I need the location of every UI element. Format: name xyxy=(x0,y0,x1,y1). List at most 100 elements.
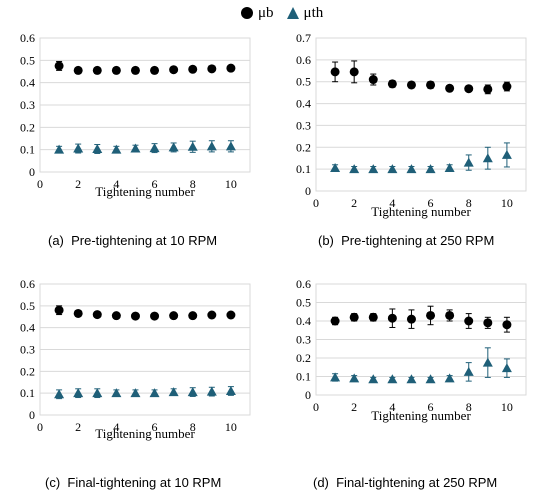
data-point-mu-th xyxy=(349,373,360,383)
data-point-mu-th xyxy=(225,141,236,151)
x-tick-label: 0 xyxy=(37,177,43,191)
data-point-mu-b xyxy=(426,80,436,90)
caption-b: (b) Pre-tightening at 250 RPM xyxy=(318,233,495,248)
x-tick-label: 2 xyxy=(351,400,357,414)
x-tick-label: 10 xyxy=(501,196,513,210)
data-point-mu-th xyxy=(330,163,341,173)
x-tick-label: 4 xyxy=(113,420,119,434)
data-point-mu-b xyxy=(464,316,474,326)
data-point-mu-b xyxy=(464,84,474,94)
x-tick-label: 2 xyxy=(75,420,81,434)
legend-label-mu-b: μb xyxy=(258,4,274,21)
data-point-mu-th xyxy=(406,374,417,384)
data-point-mu-th xyxy=(111,144,122,154)
data-point-mu-b xyxy=(387,79,397,89)
x-tick-label: 4 xyxy=(113,177,119,191)
y-tick-label: 0.3 xyxy=(296,333,311,347)
y-tick-label: 0.2 xyxy=(20,364,35,378)
data-point-mu-b xyxy=(54,61,64,71)
x-tick-label: 0 xyxy=(313,400,319,414)
data-point-mu-th xyxy=(225,385,236,395)
data-point-mu-b xyxy=(330,316,340,326)
data-point-mu-b xyxy=(130,65,140,75)
y-tick-label: 0 xyxy=(305,184,311,198)
y-tick-label: 0.4 xyxy=(296,314,311,328)
x-tick-label: 6 xyxy=(428,400,434,414)
chart-b-svg: 0 0.1 0.2 0.3 0.4 0.5 0.6 0.7 0 2 4 6 8 10 Tightening … xyxy=(296,31,527,219)
y-tick-label: 0.1 xyxy=(20,143,35,157)
caption-c: (c) Final-tightening at 10 RPM xyxy=(45,475,222,490)
data-point-mu-b xyxy=(387,313,397,323)
y-tick-label: 0.3 xyxy=(20,343,35,357)
x-tick-label: 6 xyxy=(152,177,158,191)
data-point-mu-b xyxy=(54,305,64,315)
y-tick-label: 0.3 xyxy=(20,98,35,112)
y-tick-label: 0.5 xyxy=(20,299,35,313)
y-tick-label: 0.4 xyxy=(20,76,35,90)
x-axis-label: Tightening number xyxy=(95,426,195,441)
y-tick-label: 0.5 xyxy=(296,296,311,310)
data-point-mu-th xyxy=(501,149,512,159)
y-tick-label: 0.6 xyxy=(296,277,311,291)
data-point-mu-th xyxy=(349,164,360,174)
data-point-mu-b xyxy=(150,311,160,321)
y-tick-label: 0.6 xyxy=(20,277,35,291)
y-tick-label: 0.3 xyxy=(296,118,311,132)
y-tick-label: 0 xyxy=(305,388,311,402)
data-point-mu-th xyxy=(168,387,179,397)
data-point-mu-th xyxy=(73,388,84,398)
x-tick-label: 2 xyxy=(75,177,81,191)
x-tick-label: 8 xyxy=(190,177,196,191)
data-point-mu-th xyxy=(444,373,455,383)
x-tick-label: 10 xyxy=(501,400,513,414)
legend-item-mu-b: μb xyxy=(240,5,274,22)
data-point-mu-th xyxy=(387,374,398,384)
data-point-mu-b xyxy=(92,65,102,75)
data-point-mu-b xyxy=(207,64,217,74)
data-point-mu-th xyxy=(482,153,493,163)
chart-panel-b: 0 0.1 0.2 0.3 0.4 0.5 0.6 0.7 0 2 4 6 8 10 Tightening … xyxy=(278,24,543,224)
y-tick-label: 0.6 xyxy=(296,53,311,67)
x-axis-label: Tightening number xyxy=(371,408,471,423)
data-point-mu-th xyxy=(368,164,379,174)
y-tick-label: 0.7 xyxy=(296,31,311,45)
x-axis-label: Tightening number xyxy=(371,204,471,219)
data-point-mu-b xyxy=(111,311,121,321)
data-point-mu-th xyxy=(330,372,341,382)
x-tick-label: 8 xyxy=(466,196,472,210)
data-point-mu-b xyxy=(349,312,359,322)
data-point-mu-b xyxy=(73,308,83,318)
chart-c-svg: 0 0.1 0.2 0.3 0.4 0.5 0.6 0 2 4 6 8 10 Tightening num… xyxy=(20,277,251,441)
data-point-mu-th xyxy=(463,157,474,167)
triangle-marker-icon xyxy=(286,7,299,19)
data-point-mu-b xyxy=(445,310,455,320)
data-point-mu-th xyxy=(368,374,379,384)
data-point-mu-b xyxy=(330,67,340,77)
caption-d: (d) Final-tightening at 250 RPM xyxy=(313,475,498,490)
data-point-mu-th xyxy=(444,163,455,173)
data-point-mu-b xyxy=(349,67,359,77)
data-point-mu-th xyxy=(54,389,65,399)
data-point-mu-b xyxy=(92,310,102,320)
data-point-mu-b xyxy=(502,320,512,330)
x-tick-label: 6 xyxy=(152,420,158,434)
data-point-mu-th xyxy=(387,164,398,174)
y-tick-label: 0.2 xyxy=(296,140,311,154)
data-point-mu-th xyxy=(206,386,217,396)
x-tick-label: 10 xyxy=(225,177,237,191)
x-tick-label: 10 xyxy=(225,420,237,434)
data-point-mu-b xyxy=(426,310,436,320)
data-point-mu-b xyxy=(502,82,512,92)
y-tick-label: 0.5 xyxy=(20,53,35,67)
chart-a-svg: 0 0.1 0.2 0.3 0.4 0.5 0.6 0 2 4 6 8 10 Tightening num… xyxy=(20,31,251,199)
y-tick-label: 0.2 xyxy=(296,351,311,365)
y-tick-label: 0 xyxy=(29,165,35,179)
x-tick-label: 4 xyxy=(389,400,395,414)
x-tick-label: 6 xyxy=(428,196,434,210)
data-point-mu-th xyxy=(149,388,160,398)
data-point-mu-b xyxy=(483,84,493,94)
data-point-mu-th xyxy=(406,164,417,174)
data-point-mu-th xyxy=(206,141,217,151)
y-tick-label: 0.4 xyxy=(296,97,311,111)
